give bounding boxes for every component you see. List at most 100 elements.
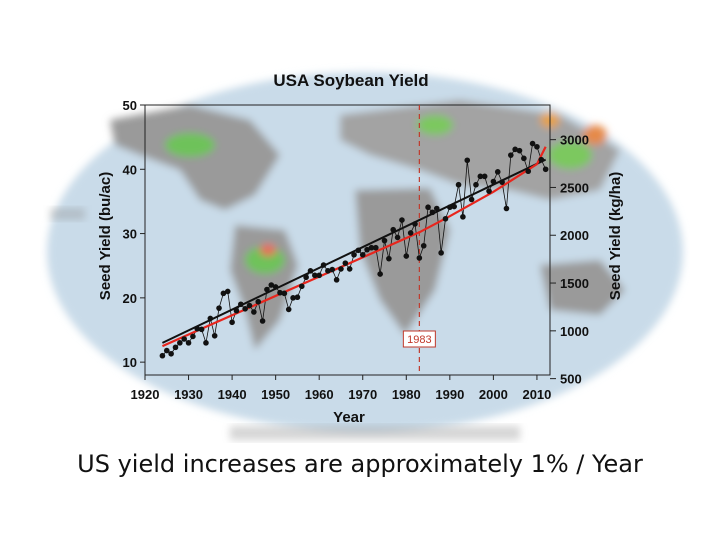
data-point [477, 173, 484, 180]
series-layer [159, 140, 549, 359]
data-point [268, 282, 275, 288]
data-point [233, 307, 240, 314]
data-point [203, 340, 209, 346]
chart-title: USA Soybean Yield [273, 71, 428, 90]
data-point [281, 290, 288, 297]
data-point [312, 272, 318, 279]
data-point [290, 295, 296, 301]
data-point [433, 205, 440, 212]
data-point [159, 352, 166, 359]
data-point [425, 204, 431, 211]
y2-axis-label: Seed Yield (kg/ha) [607, 172, 624, 300]
data-point [303, 274, 309, 281]
y2-tick-label: 1500 [560, 276, 589, 291]
data-point [246, 302, 253, 309]
data-point [516, 147, 523, 154]
x-tick-label: 1970 [348, 387, 377, 402]
x-tick-label: 1920 [131, 387, 160, 402]
data-point [238, 301, 244, 308]
data-point [172, 344, 179, 351]
data-point [368, 244, 375, 251]
data-point [521, 155, 527, 162]
data-point [429, 209, 436, 216]
linear-trend-line [161, 158, 547, 344]
data-point [168, 350, 174, 357]
x-ticks: 1920 1930 1940 1950 1960 1970 1980 1990 2000 2010 [131, 375, 551, 402]
data-point [224, 288, 231, 295]
y2-tick-label: 1000 [560, 324, 589, 339]
data-point [285, 306, 292, 313]
vline-label: 1983 [407, 334, 431, 346]
data-point [359, 251, 366, 258]
data-point [468, 196, 475, 203]
y2-tick-label: 2500 [560, 180, 589, 195]
y2-tick-label: 500 [560, 372, 582, 387]
y-tick-label: 10 [123, 355, 137, 370]
x-tick-label: 1960 [305, 387, 334, 402]
map-left-label-blur [50, 208, 85, 220]
data-point [194, 325, 201, 332]
data-point [464, 157, 471, 164]
data-point [403, 253, 410, 259]
data-point [442, 215, 449, 222]
data-point [538, 156, 545, 163]
data-point [390, 226, 397, 233]
data-point [255, 298, 262, 305]
data-point [386, 255, 392, 262]
data-point [473, 181, 479, 188]
data-point [438, 250, 444, 256]
data-point [355, 247, 362, 254]
data-point [407, 230, 414, 236]
data-point [420, 242, 427, 249]
plot-frame [144, 104, 551, 376]
data-point [329, 266, 336, 273]
data-point [525, 168, 532, 175]
x-tick-label: 1940 [218, 387, 247, 402]
annotations: 1983 [402, 105, 436, 375]
data-point [499, 179, 505, 185]
y2-tick-label: 3000 [560, 133, 589, 148]
data-point [198, 326, 205, 333]
data-point [460, 214, 466, 220]
data-point [508, 152, 514, 158]
data-point [264, 286, 270, 293]
data-point [512, 146, 518, 153]
data-point [272, 284, 279, 290]
y2-ticks: 500 1000 1500 2000 2500 3000 [550, 133, 589, 387]
vline-label-box [402, 330, 436, 348]
data-point [177, 340, 183, 346]
data-point [163, 347, 170, 354]
data-point [307, 268, 314, 274]
y-tick-label: 40 [123, 162, 137, 177]
data-point [529, 140, 536, 147]
x-tick-label: 1930 [174, 387, 203, 402]
data-point [185, 340, 192, 346]
y-ticks: 10 20 30 40 50 [123, 98, 145, 370]
data-point [534, 143, 540, 150]
data-point [342, 260, 349, 266]
data-point [298, 283, 305, 290]
map-bottom-label-blur [230, 426, 520, 440]
x-tick-label: 1950 [261, 387, 290, 402]
x-tick-label: 2000 [479, 387, 508, 402]
data-point [412, 221, 418, 227]
data-point [316, 272, 322, 279]
data-point [216, 305, 222, 311]
x-tick-label: 1990 [435, 387, 464, 402]
data-point [346, 266, 353, 272]
data-point [229, 319, 235, 326]
data-point [381, 237, 388, 244]
y-axis-label: Seed Yield (bu/ac) [97, 172, 114, 300]
y2-tick-label: 2000 [560, 228, 589, 243]
data-point [251, 309, 257, 315]
trend-series-line [161, 146, 547, 348]
chart-figure: USA Soybean Yield Year Seed Yield (bu/ac… [47, 71, 683, 440]
data-point [486, 188, 492, 194]
data-point [351, 251, 357, 258]
data-point [373, 244, 379, 251]
data-point [494, 169, 501, 175]
y-tick-label: 20 [123, 291, 137, 306]
data-point [481, 173, 488, 180]
data-point [294, 294, 301, 301]
